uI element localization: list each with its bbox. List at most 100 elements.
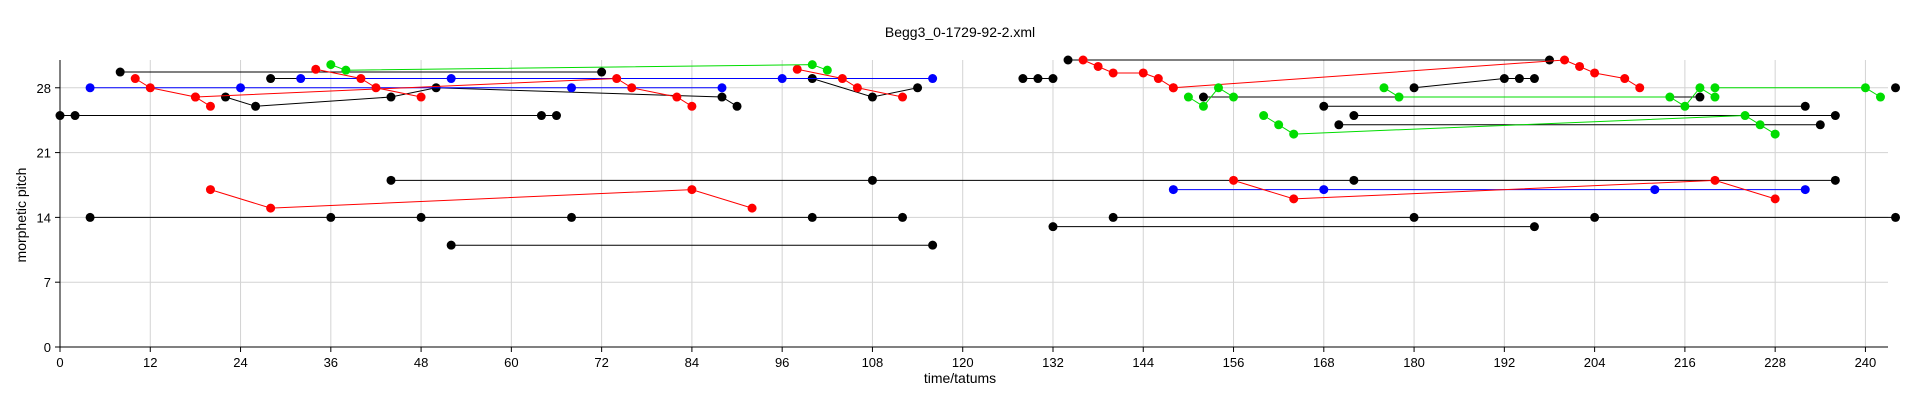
series (1168, 55, 1645, 93)
data-point (236, 83, 246, 93)
x-tick-label: 24 (233, 355, 247, 370)
series (1259, 111, 1780, 139)
data-point (326, 60, 336, 70)
series-line (1414, 78, 1535, 89)
data-point (85, 212, 95, 222)
data-point (1153, 74, 1163, 84)
series-line (210, 189, 753, 209)
data-point (220, 92, 230, 102)
data-point (807, 60, 817, 70)
series (1183, 83, 1239, 111)
data-point (356, 74, 366, 84)
data-point (1108, 68, 1118, 78)
data-point (1740, 111, 1750, 121)
data-point (311, 64, 321, 74)
data-point (1665, 92, 1675, 102)
series (1319, 101, 1810, 111)
data-point (1695, 83, 1705, 93)
series-line (1173, 59, 1641, 89)
data-point (792, 64, 802, 74)
data-point (1198, 101, 1208, 111)
data-point (1770, 129, 1780, 139)
data-point (1259, 111, 1269, 121)
y-tick-label: 21 (37, 146, 51, 161)
series-line (1233, 179, 1776, 200)
data-point (1108, 212, 1118, 222)
data-point (867, 92, 877, 102)
series (1891, 83, 1901, 93)
data-point (296, 74, 306, 84)
series (792, 64, 908, 102)
x-tick-label: 132 (1042, 355, 1064, 370)
data-point (446, 240, 456, 250)
x-tick-label: 144 (1132, 355, 1154, 370)
x-tick-label: 60 (504, 355, 518, 370)
data-point (1048, 222, 1058, 232)
series (1063, 55, 1554, 65)
data-point (1349, 111, 1359, 121)
data-point (1680, 101, 1690, 111)
data-point (1018, 74, 1028, 84)
data-point (1830, 175, 1840, 185)
data-point (807, 212, 817, 222)
series-line (1188, 87, 1234, 107)
data-point (1695, 92, 1705, 102)
series-line (225, 87, 738, 107)
x-tick-label: 12 (143, 355, 157, 370)
series (1078, 55, 1178, 93)
data-point (1499, 74, 1509, 84)
data-point (867, 175, 877, 185)
data-point (115, 67, 125, 77)
x-tick-label: 228 (1764, 355, 1786, 370)
series (1168, 185, 1810, 195)
y-tick-label: 28 (37, 81, 51, 96)
data-point (1529, 74, 1539, 84)
series (205, 185, 757, 213)
x-tick-label: 168 (1313, 355, 1335, 370)
data-point (627, 83, 637, 93)
series (1048, 222, 1539, 232)
data-point (1710, 92, 1720, 102)
data-point (1289, 194, 1299, 204)
data-point (1379, 83, 1389, 93)
data-point (913, 83, 923, 93)
x-tick-label: 72 (594, 355, 608, 370)
series-line (315, 68, 422, 98)
data-point (1620, 74, 1630, 84)
data-point (1048, 74, 1058, 84)
data-point (1770, 194, 1780, 204)
data-point (567, 212, 577, 222)
series-line (797, 68, 903, 98)
data-point (1590, 68, 1600, 78)
data-point (130, 74, 140, 84)
x-tick-label: 84 (685, 355, 699, 370)
data-point (1875, 92, 1885, 102)
series (1229, 175, 1780, 204)
series (1379, 83, 1720, 111)
data-point (85, 83, 95, 93)
data-point (687, 185, 697, 195)
x-tick-label: 96 (775, 355, 789, 370)
data-point (1635, 83, 1645, 93)
series-line (1715, 87, 1881, 98)
series (220, 83, 742, 111)
data-point (386, 92, 396, 102)
x-tick-label: 240 (1855, 355, 1877, 370)
data-point (551, 111, 561, 121)
series (130, 74, 215, 111)
x-axis-label: time/tatums (924, 370, 996, 386)
series (326, 60, 832, 75)
data-point (145, 83, 155, 93)
data-point (1650, 185, 1660, 195)
data-layer (55, 55, 1901, 250)
data-point (928, 240, 938, 250)
data-point (251, 101, 261, 111)
data-point (266, 203, 276, 213)
data-point (1409, 83, 1419, 93)
grid (59, 60, 1888, 348)
data-point (205, 101, 215, 111)
data-point (837, 74, 847, 84)
series (55, 111, 561, 121)
data-point (1860, 83, 1870, 93)
